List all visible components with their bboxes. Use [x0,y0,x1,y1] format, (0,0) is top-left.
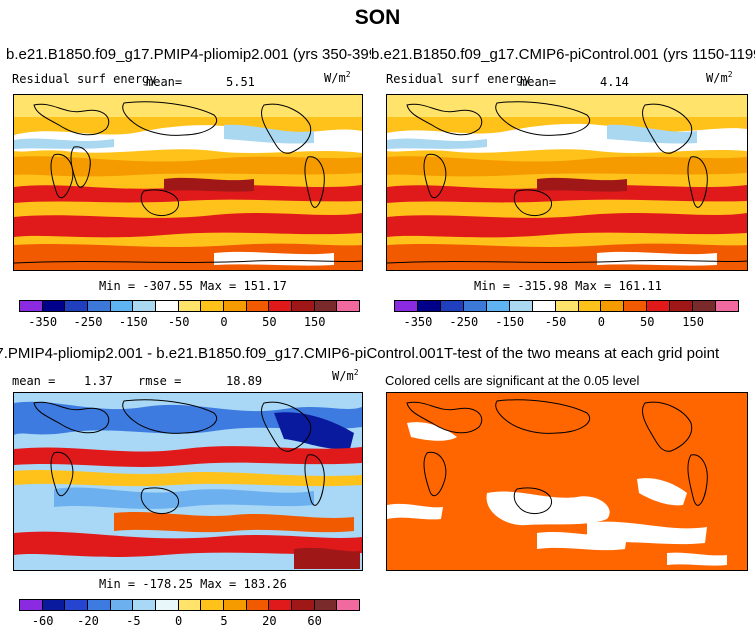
panel2-minmax: Min = -315.98 Max = 161.11 [474,279,662,293]
colorbar-tick-label: -5 [126,614,141,628]
panel2-mean-value: 4.14 [600,75,629,89]
colorbar-cell [600,300,625,312]
panel1-title: b.e21.B1850.f09_g17.PMIP4-pliomip2.001 (… [6,46,371,63]
colorbar-cell [313,599,338,611]
panel2-units: W/m2 [706,70,733,85]
colorbar-cell [439,300,464,312]
colorbar-tick-label: 0 [175,614,183,628]
colorbar-cell [132,599,157,611]
colorbar-tick-label: 5 [220,614,228,628]
panel1-colorbar [19,300,361,312]
colorbar-tick-label: -20 [77,614,99,628]
panel3-mean-label: mean = [12,374,56,388]
panel4-subtitle: Colored cells are significant at the 0.0… [385,373,640,388]
colorbar-cell [200,599,225,611]
colorbar-tick-label: -350 [403,315,433,329]
colorbar-cell [268,599,293,611]
panel1-variable: Residual surf energy [12,72,157,86]
colorbar-tick-label: 150 [303,315,326,329]
panel2-variable: Residual surf energy [386,72,531,86]
colorbar-tick-label: 50 [262,315,277,329]
colorbar-cell [291,300,315,312]
colorbar-cell [64,300,89,312]
colorbar-cell [692,300,717,312]
panel3-map [13,392,363,571]
colorbar-tick-label: -350 [28,315,58,329]
colorbar-cell [109,300,134,312]
colorbar-tick-label: -50 [167,315,190,329]
colorbar-cell [132,300,157,312]
panel2-title: b.e21.B1850.f09_g17.CMIP6-piControl.001 … [371,46,755,63]
panel3-rmse-label: rmse = [138,374,182,388]
panel2-colorbar [394,300,740,312]
colorbar-cell [200,300,225,312]
colorbar-tick-label: 150 [682,315,704,329]
colorbar-cell [554,300,579,312]
colorbar-cell [223,599,247,611]
colorbar-cell [577,300,602,312]
panel1-mean-label: mean= [146,75,183,89]
panel3-colorbar [19,599,361,611]
colorbar-cell [462,300,487,312]
panel3-rmse-value: 18.89 [226,374,263,388]
panel1-map [13,94,363,271]
panel3-mean-value: 1.37 [84,374,113,388]
colorbar-cell [623,300,648,312]
panel1-minmax: Min = -307.55 Max = 151.17 [99,279,287,293]
colorbar-cell [177,300,202,312]
colorbar-tick-label: 20 [262,614,277,628]
colorbar-tick-label: -150 [495,315,525,329]
colorbar-cell [41,300,66,312]
colorbar-tick-label: 50 [640,315,655,329]
colorbar-tick-label: 60 [307,614,322,628]
colorbar-cell [416,300,441,312]
colorbar-cell [155,599,179,611]
panel2-mean-label: mean= [520,75,557,89]
colorbar-cell [646,300,671,312]
panel3-title: b.e21.B1850.f09_g17.PMIP4-pliomip2.001 -… [0,345,444,362]
colorbar-cell [41,599,66,611]
colorbar-cell [313,300,338,312]
colorbar-tick-label: -50 [544,315,567,329]
panel3-units: W/m2 [332,368,359,383]
colorbar-cell [336,599,361,611]
colorbar-tick-label: -250 [449,315,479,329]
colorbar-cell [394,300,418,312]
colorbar-tick-label: -250 [73,315,103,329]
colorbar-cell [485,300,510,312]
colorbar-tick-label: 0 [597,315,606,329]
panel3-minmax: Min = -178.25 Max = 183.26 [99,577,287,591]
colorbar-cell [268,300,293,312]
colorbar-cell [155,300,179,312]
colorbar-tick-label: -60 [31,614,54,628]
panel1-mean-value: 5.51 [226,75,255,89]
colorbar-cell [245,300,270,312]
panel1-units: W/m2 [324,70,351,85]
colorbar-cell [177,599,202,611]
colorbar-cell [508,300,533,312]
colorbar-cell [19,599,43,611]
colorbar-cell [109,599,134,611]
colorbar-cell [336,300,361,312]
colorbar-cell [715,300,740,312]
panel4-map [386,392,748,571]
colorbar-cell [223,300,247,312]
colorbar-cell [531,300,556,312]
colorbar-cell [87,300,111,312]
colorbar-tick-label: 0 [220,315,228,329]
colorbar-tick-label: -150 [118,315,148,329]
panel4-title: T-test of the two means at each grid poi… [444,345,720,362]
colorbar-cell [669,300,694,312]
figure-title: SON [354,6,401,29]
colorbar-cell [87,599,111,611]
colorbar-cell [19,300,43,312]
colorbar-cell [64,599,89,611]
colorbar-cell [291,599,315,611]
colorbar-cell [245,599,270,611]
panel2-map [386,94,748,271]
